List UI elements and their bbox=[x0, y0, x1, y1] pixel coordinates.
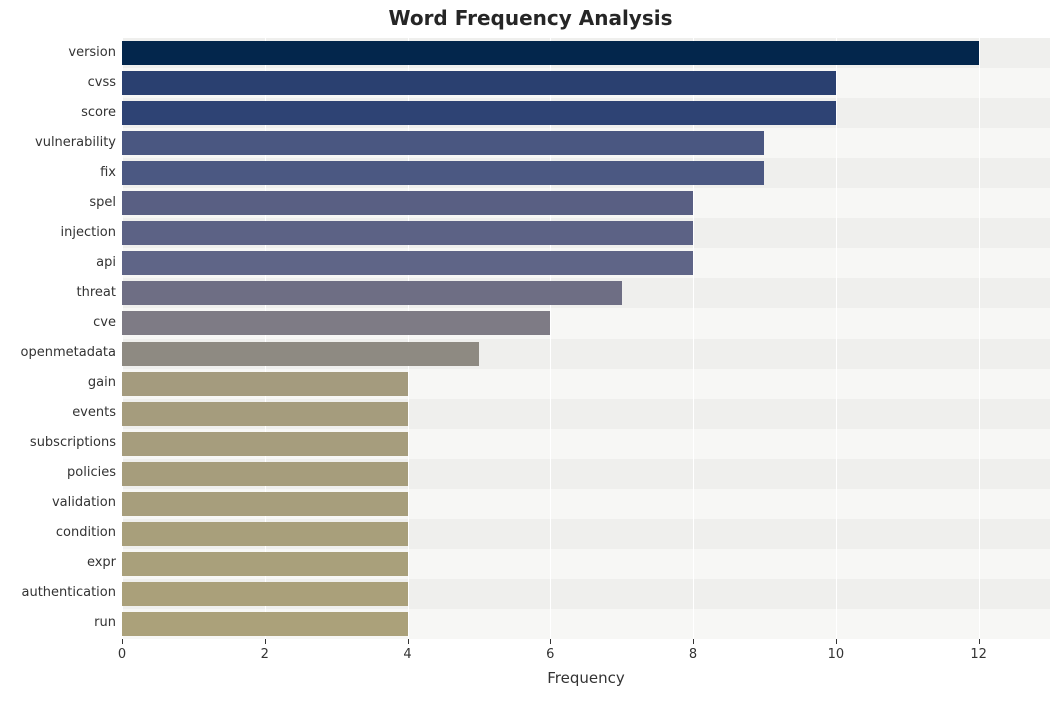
bar bbox=[122, 191, 693, 215]
x-axis-label: Frequency bbox=[122, 669, 1050, 687]
x-tick-label: 4 bbox=[403, 647, 411, 662]
chart-title: Word Frequency Analysis bbox=[0, 6, 1061, 30]
x-gridline bbox=[693, 38, 694, 639]
y-tick-label: api bbox=[96, 255, 116, 270]
x-tick-mark bbox=[693, 639, 694, 644]
x-gridline bbox=[979, 38, 980, 639]
x-tick-mark bbox=[550, 639, 551, 644]
y-tick-label: injection bbox=[60, 225, 116, 240]
y-tick-label: version bbox=[68, 45, 116, 60]
y-tick-label: validation bbox=[52, 495, 116, 510]
bar bbox=[122, 101, 836, 125]
x-tick-label: 8 bbox=[689, 647, 697, 662]
bar bbox=[122, 432, 408, 456]
y-tick-label: score bbox=[81, 105, 116, 120]
bar bbox=[122, 552, 408, 576]
y-tick-label: threat bbox=[77, 285, 116, 300]
chart-root: Word Frequency Analysis Frequency versio… bbox=[0, 0, 1061, 701]
y-tick-label: authentication bbox=[21, 585, 116, 600]
y-tick-label: cve bbox=[93, 315, 116, 330]
x-tick-label: 12 bbox=[970, 647, 987, 662]
x-gridline bbox=[550, 38, 551, 639]
bar bbox=[122, 71, 836, 95]
bar bbox=[122, 251, 693, 275]
y-tick-label: policies bbox=[67, 465, 116, 480]
x-tick-label: 2 bbox=[261, 647, 269, 662]
bar bbox=[122, 492, 408, 516]
x-tick-mark bbox=[122, 639, 123, 644]
y-tick-label: run bbox=[94, 615, 116, 630]
y-tick-label: events bbox=[72, 405, 116, 420]
y-tick-label: openmetadata bbox=[21, 345, 116, 360]
x-tick-label: 0 bbox=[118, 647, 126, 662]
x-gridline bbox=[836, 38, 837, 639]
bar bbox=[122, 41, 979, 65]
x-tick-label: 10 bbox=[828, 647, 845, 662]
y-tick-label: spel bbox=[89, 195, 116, 210]
x-tick-label: 6 bbox=[546, 647, 554, 662]
x-gridline bbox=[122, 38, 123, 639]
y-tick-label: fix bbox=[100, 165, 116, 180]
y-tick-label: subscriptions bbox=[30, 435, 116, 450]
x-tick-mark bbox=[408, 639, 409, 644]
bar bbox=[122, 522, 408, 546]
plot-area bbox=[122, 38, 1050, 639]
bar bbox=[122, 612, 408, 636]
x-tick-mark bbox=[836, 639, 837, 644]
bar bbox=[122, 342, 479, 366]
bar bbox=[122, 311, 550, 335]
bar bbox=[122, 161, 764, 185]
x-gridline bbox=[408, 38, 409, 639]
bar bbox=[122, 402, 408, 426]
bar bbox=[122, 372, 408, 396]
bar bbox=[122, 462, 408, 486]
x-gridline bbox=[265, 38, 266, 639]
y-tick-label: cvss bbox=[88, 75, 116, 90]
y-tick-label: condition bbox=[56, 525, 116, 540]
bar bbox=[122, 281, 622, 305]
x-tick-mark bbox=[265, 639, 266, 644]
y-tick-label: expr bbox=[87, 555, 116, 570]
bar bbox=[122, 582, 408, 606]
y-tick-label: gain bbox=[88, 375, 116, 390]
y-tick-label: vulnerability bbox=[35, 135, 116, 150]
bar bbox=[122, 221, 693, 245]
x-tick-mark bbox=[979, 639, 980, 644]
bar bbox=[122, 131, 764, 155]
